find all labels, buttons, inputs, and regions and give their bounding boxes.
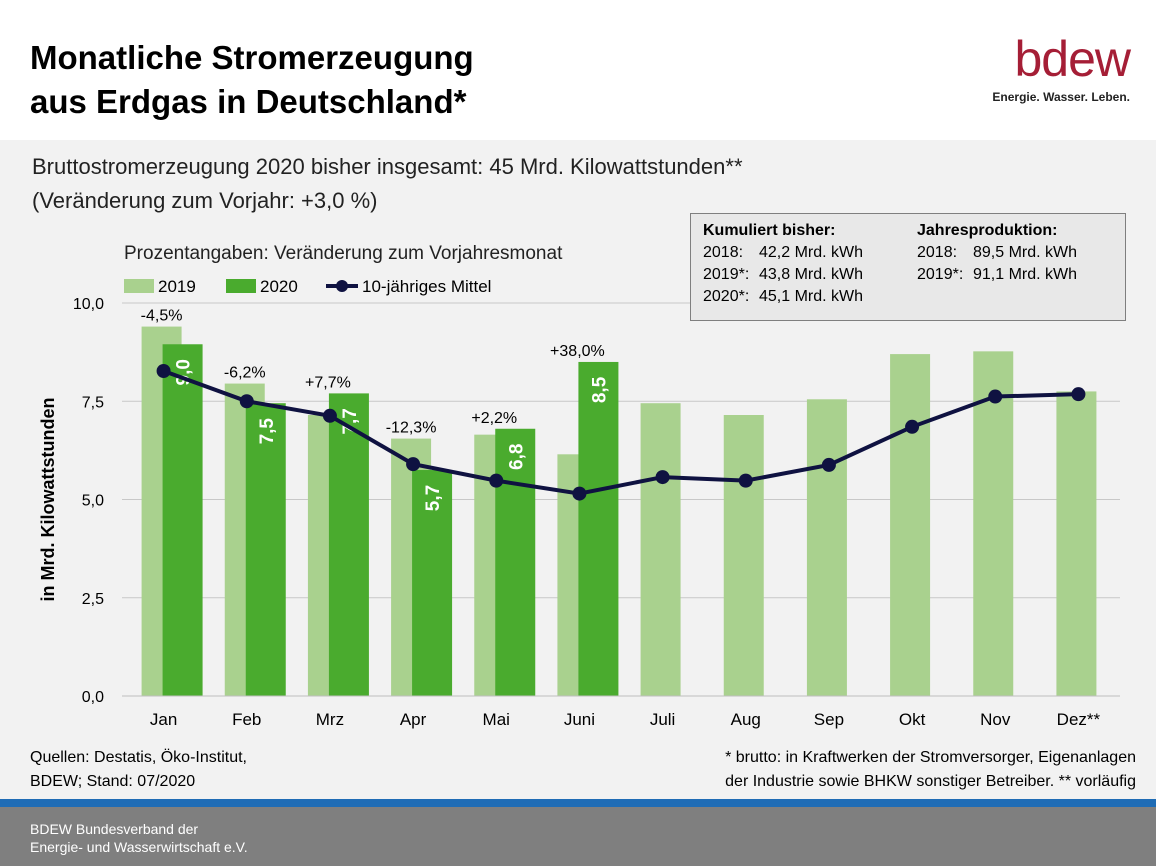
x-tick-label: Juli xyxy=(650,710,676,729)
bar-2020 xyxy=(578,361,619,696)
footer-line-1: BDEW Bundesverband der xyxy=(30,821,199,837)
avg-point xyxy=(239,394,254,409)
subtitle-line-2: (Veränderung zum Vorjahr: +3,0 %) xyxy=(32,188,378,213)
bar-2019 xyxy=(806,399,847,696)
legend-label-avg: 10-jähriges Mittel xyxy=(362,277,491,296)
bar-2020 xyxy=(245,403,286,696)
y-tick-label: 0,0 xyxy=(82,689,104,706)
logo-wordmark: bdew xyxy=(1014,31,1131,87)
footer-line-2: Energie- und Wasserwirtschaft e.V. xyxy=(30,839,248,855)
x-tick-label: Nov xyxy=(980,710,1011,729)
avg-point xyxy=(156,363,171,378)
sources-line-1: Quellen: Destatis, Öko-Institut, xyxy=(30,749,247,766)
y-axis-label: in Mrd. Kilowattstunden xyxy=(38,398,58,602)
x-tick-label: Dez** xyxy=(1057,710,1101,729)
subtitle-line-1: Bruttostromerzeugung 2020 bisher insgesa… xyxy=(32,154,743,179)
legend-marker-avg xyxy=(336,280,348,292)
subtitle: Bruttostromerzeugung 2020 bisher insgesa… xyxy=(32,150,743,218)
footnote-line-2: der Industrie sowie BHKW sonstiger Betre… xyxy=(725,773,1136,790)
bar-2020-value-label: 7,7 xyxy=(340,408,361,434)
info-cumulative-heading: Kumuliert bisher: xyxy=(703,222,836,239)
y-tick-label: 5,0 xyxy=(82,493,104,510)
bar-2020 xyxy=(412,470,453,696)
legend-label-2019: 2019 xyxy=(158,277,196,296)
y-tick-label: 7,5 xyxy=(82,394,104,411)
change-label: -12,3% xyxy=(386,420,437,437)
change-label: +7,7% xyxy=(305,374,351,391)
avg-point xyxy=(1071,387,1086,402)
avg-point xyxy=(406,457,421,472)
legend-swatch-2019 xyxy=(124,279,154,293)
sources: Quellen: Destatis, Öko-Institut, BDEW; S… xyxy=(30,746,330,794)
avg-point xyxy=(572,486,587,501)
page-title: Monatliche Stromerzeugung aus Erdgas in … xyxy=(30,39,474,120)
y-tick-label: 10,0 xyxy=(73,296,104,313)
chart-annotation: Prozentangaben: Veränderung zum Vorjahre… xyxy=(124,243,563,264)
sources-line-2: BDEW; Stand: 07/2020 xyxy=(30,773,196,790)
info-box: Kumuliert bisher: 2018: 42,2 Mrd. kWh 201… xyxy=(690,213,1126,321)
bar-2019 xyxy=(1056,391,1097,696)
avg-point xyxy=(489,473,504,488)
legend-label-2020: 2020 xyxy=(260,277,298,296)
change-label: +2,2% xyxy=(471,410,517,427)
bar-2020-value-label: 7,5 xyxy=(257,418,278,445)
footnote-line-1: * brutto: in Kraftwerken der Stromversor… xyxy=(725,749,1136,766)
x-tick-label: Juni xyxy=(564,710,595,729)
info-cumulative-row: 2018: 42,2 Mrd. kWh xyxy=(703,244,864,261)
legend-swatch-2020 xyxy=(226,279,256,293)
footer-accent-line xyxy=(0,799,1156,807)
bar-2020 xyxy=(162,344,203,696)
info-cumulative-row: 2019*: 43,8 Mrd. kWh xyxy=(703,266,864,283)
avg-point xyxy=(655,470,670,485)
footer-text: BDEW Bundesverband der Energie- und Wass… xyxy=(30,820,248,856)
x-tick-label: Mai xyxy=(483,710,510,729)
avg-point xyxy=(821,457,836,472)
info-annual-row: 2019*: 91,1 Mrd. kWh xyxy=(917,266,1078,283)
x-tick-label: Jan xyxy=(150,710,177,729)
footnote: * brutto: in Kraftwerken der Stromversor… xyxy=(616,746,1136,794)
info-annual: Jahresproduktion: 2018: 89,5 Mrd. kWh 201… xyxy=(917,220,1077,286)
bdew-logo: bdew Energie. Wasser. Leben. xyxy=(992,31,1131,104)
footer: BDEW Bundesverband der Energie- und Wass… xyxy=(0,807,1156,866)
avg-point xyxy=(738,473,753,488)
bar-2020 xyxy=(328,393,369,696)
x-tick-label: Apr xyxy=(400,710,427,729)
info-annual-heading: Jahresproduktion: xyxy=(917,222,1058,239)
change-label: -4,5% xyxy=(141,308,183,325)
x-tick-label: Aug xyxy=(731,710,761,729)
header: Monatliche Stromerzeugung aus Erdgas in … xyxy=(0,0,1156,140)
x-tick-label: Sep xyxy=(814,710,844,729)
info-annual-row: 2018: 89,5 Mrd. kWh xyxy=(917,244,1078,261)
x-tick-label: Okt xyxy=(899,710,926,729)
bar-2020 xyxy=(495,428,536,696)
x-tick-label: Mrz xyxy=(316,710,344,729)
bar-2020-value-label: 5,7 xyxy=(423,485,444,511)
avg-point xyxy=(322,408,337,423)
bar-2019 xyxy=(973,351,1014,696)
avg-point xyxy=(988,389,1003,404)
bar-2019 xyxy=(890,354,931,696)
info-cumulative-row: 2020*: 45,1 Mrd. kWh xyxy=(703,288,864,305)
bar-2019 xyxy=(640,403,681,696)
avg-line xyxy=(162,369,1079,496)
bar-2020-value-label: 6,8 xyxy=(506,444,527,470)
info-cumulative: Kumuliert bisher: 2018: 42,2 Mrd. kWh 201… xyxy=(703,220,863,308)
change-label: +38,0% xyxy=(550,343,605,360)
bar-2020-value-label: 8,5 xyxy=(589,376,610,403)
bar-2019 xyxy=(723,415,764,696)
avg-point xyxy=(905,419,920,434)
change-label: -6,2% xyxy=(224,365,266,382)
x-tick-label: Feb xyxy=(232,710,261,729)
logo-tagline: Energie. Wasser. Leben. xyxy=(992,90,1130,104)
y-tick-label: 2,5 xyxy=(82,591,104,608)
